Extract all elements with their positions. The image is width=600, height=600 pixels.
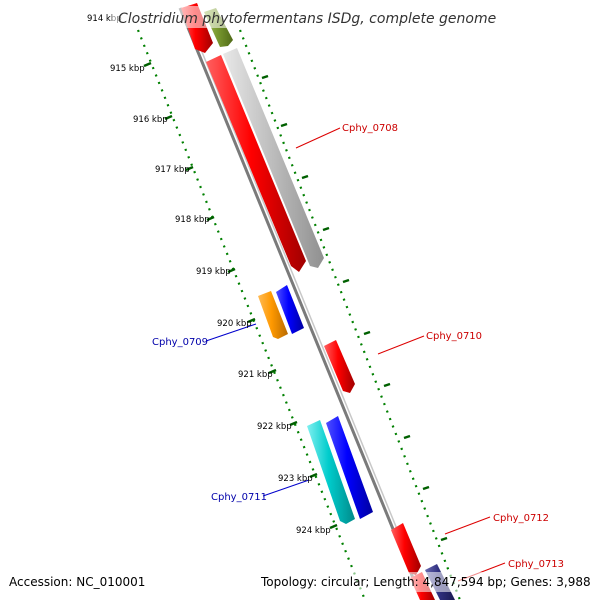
tick-label-919: 919 kbp — [196, 267, 231, 277]
leader-cphy-0708 — [295, 127, 341, 149]
gene-cphy-0708-grey[interactable] — [223, 48, 324, 268]
gene-label-cphy-0711[interactable]: Cphy_0711 — [211, 492, 267, 503]
tick-label-918: 918 kbp — [175, 215, 210, 225]
tick-label-924: 924 kbp — [296, 526, 331, 536]
topology-text: Topology: circular; Length: 4,847,594 bp… — [260, 575, 591, 589]
leader-cphy-0710 — [377, 335, 425, 355]
tick-label-915: 915 kbp — [110, 64, 145, 74]
title-backdrop — [112, 6, 492, 28]
tick-label-923: 923 kbp — [278, 474, 313, 484]
tick-label-920: 920 kbp — [217, 319, 252, 329]
leader-cphy-0711 — [262, 479, 310, 497]
tick-label-914: 914 kbp — [87, 14, 122, 24]
gene-cphy-0708-red[interactable] — [206, 55, 306, 272]
tick-label-922: 922 kbp — [257, 422, 292, 432]
gene-label-cphy-0713[interactable]: Cphy_0713 — [508, 559, 564, 570]
map-title: Clostridium phytofermentans ISDg, comple… — [118, 11, 496, 27]
footer-backdrop — [258, 572, 592, 592]
tick-label-916: 916 kbp — [133, 115, 168, 125]
gene-cphy-0710[interactable] — [324, 340, 355, 393]
gene-label-cphy-0712[interactable]: Cphy_0712 — [493, 513, 549, 524]
gc-tick-line-outer — [238, 29, 462, 600]
gene-label-cphy-0708[interactable]: Cphy_0708 — [342, 123, 398, 134]
gene-label-cphy-0710[interactable]: Cphy_0710 — [426, 331, 482, 342]
leader-cphy-0712 — [444, 516, 491, 535]
gene-cphy-0709-blue[interactable] — [276, 285, 304, 334]
gene-cphy-0711-cyan[interactable] — [307, 420, 355, 524]
gene-cphy-0711-blue[interactable] — [326, 416, 373, 519]
gene-cphy-0712[interactable] — [391, 523, 421, 575]
backbone-line — [178, 7, 424, 600]
major-tick-marks — [143, 61, 338, 530]
outer-tick-marks — [261, 74, 448, 542]
leader-cphy-0709 — [205, 323, 257, 342]
tick-label-917: 917 kbp — [155, 165, 190, 175]
tick-label-921: 921 kbp — [238, 370, 273, 380]
accession-text: Accession: NC_010001 — [9, 575, 145, 589]
gene-cphy-0709[interactable] — [258, 291, 288, 339]
gene-label-cphy-0709[interactable]: Cphy_0709 — [152, 337, 208, 348]
backbone-line-shadow — [183, 7, 427, 600]
